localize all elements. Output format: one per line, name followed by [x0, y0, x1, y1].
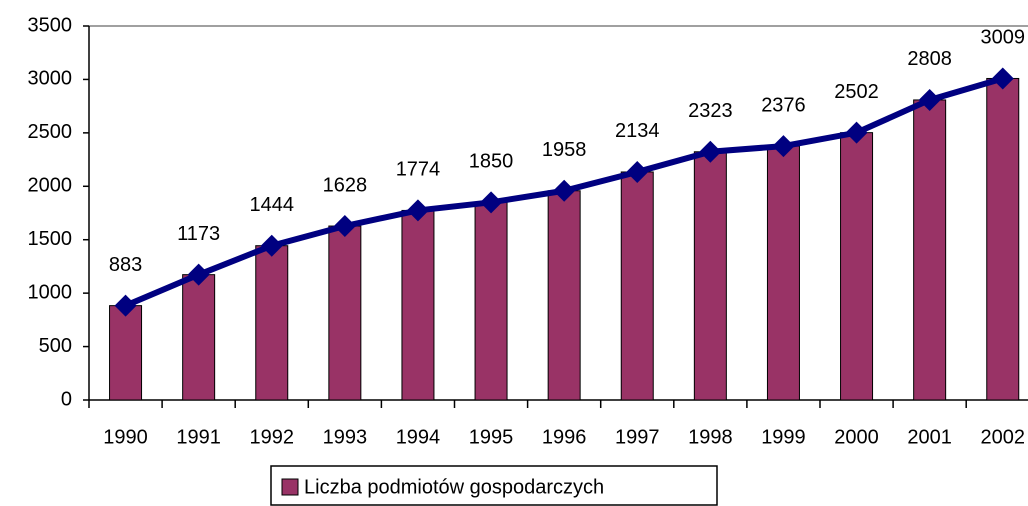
x-tick-label: 1997	[615, 426, 660, 448]
bar	[547, 190, 581, 401]
data-label: 1958	[542, 139, 587, 161]
x-tick-label: 1990	[103, 426, 148, 448]
bar	[109, 305, 143, 401]
data-label: 1444	[250, 194, 295, 216]
y-tick-label: 1500	[28, 228, 73, 250]
marker	[699, 140, 722, 163]
data-label: 2502	[834, 81, 879, 103]
x-tick-label: 1993	[323, 426, 368, 448]
x-tick-label: 1995	[469, 426, 514, 448]
marker	[114, 294, 137, 317]
marker	[626, 160, 649, 183]
data-label: 1628	[323, 174, 368, 196]
marker	[187, 263, 210, 286]
bar	[182, 274, 216, 401]
x-tick-label: 1994	[396, 426, 441, 448]
data-label: 1850	[469, 151, 514, 173]
marker	[480, 191, 503, 214]
data-label: 1774	[396, 159, 441, 181]
data-label: 1173	[177, 223, 220, 245]
y-tick-label: 3500	[28, 14, 73, 36]
legend-box	[270, 465, 718, 506]
legend-label: Liczba podmiotów gospodarczych	[304, 476, 604, 498]
y-tick-label: 3000	[28, 68, 73, 90]
data-label: 2808	[907, 48, 952, 70]
marker	[991, 67, 1014, 90]
bar	[474, 201, 508, 401]
bar	[401, 209, 435, 401]
bar	[766, 145, 800, 401]
bar	[693, 151, 727, 401]
x-tick-label: 2001	[907, 426, 952, 448]
bar	[328, 225, 362, 401]
data-label: 883	[109, 254, 142, 276]
data-label: 3009	[981, 27, 1026, 49]
y-tick-label: 500	[39, 335, 72, 357]
x-tick-label: 1991	[176, 426, 221, 448]
y-tick-label: 1000	[28, 281, 73, 303]
y-tick-label: 2000	[28, 175, 73, 197]
legend-swatch	[281, 478, 299, 496]
bar	[913, 99, 947, 401]
x-tick-label: 1996	[542, 426, 587, 448]
bar	[986, 77, 1020, 401]
marker	[772, 135, 795, 158]
marker	[333, 215, 356, 238]
data-label: 2376	[761, 94, 806, 116]
marker	[406, 199, 429, 222]
marker	[918, 88, 941, 111]
data-label: 2134	[615, 120, 660, 142]
x-tick-label: 2002	[981, 426, 1026, 448]
bar	[840, 132, 874, 401]
x-tick-label: 2000	[834, 426, 879, 448]
marker	[553, 179, 576, 202]
y-tick-label: 2500	[28, 121, 73, 143]
bar	[255, 245, 289, 401]
marker	[260, 234, 283, 257]
marker	[845, 121, 868, 144]
x-tick-label: 1992	[250, 426, 295, 448]
data-label: 2323	[688, 100, 733, 122]
x-tick-label: 1999	[761, 426, 806, 448]
y-tick-label: 0	[61, 388, 72, 410]
x-tick-label: 1998	[688, 426, 733, 448]
bar	[620, 171, 654, 401]
